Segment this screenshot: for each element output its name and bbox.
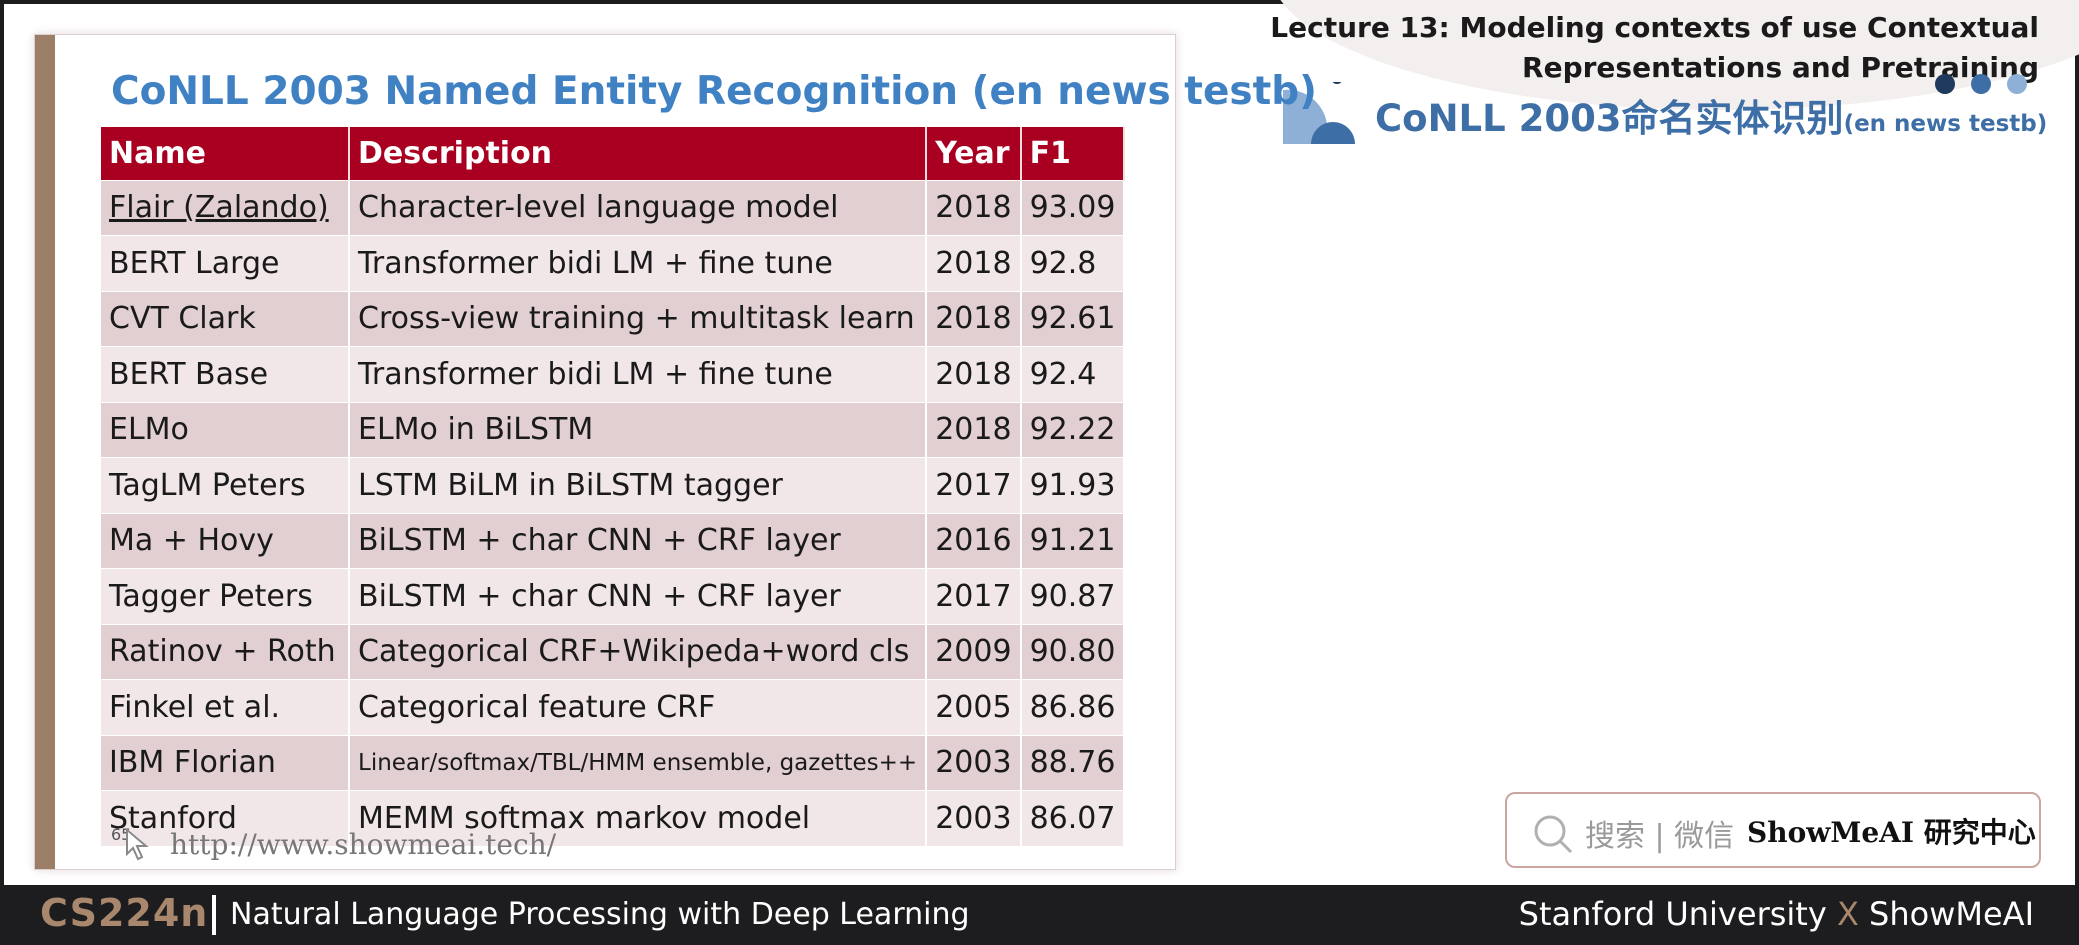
cell-year: 2018 — [926, 346, 1022, 402]
cell-description: LSTM BiLM in BiLSTM tagger — [349, 457, 928, 513]
course-subtitle: Natural Language Processing with Deep Le… — [230, 897, 970, 932]
column-header-description: Description — [349, 127, 928, 180]
column-header-name: Name — [101, 127, 350, 180]
cell-description: Categorical CRF+Wikipeda+word cls — [349, 623, 928, 680]
cell-year: 2017 — [926, 568, 1022, 624]
footer-brand: ShowMeAI — [1869, 895, 2034, 933]
cell-year: 2016 — [926, 512, 1022, 569]
cell-description: Transformer bidi LM + fine tune — [349, 346, 928, 402]
table-row: Finkel et al. Categorical feature CRF 2005… — [101, 679, 1126, 735]
cell-year: 2018 — [926, 401, 1022, 458]
table-row: Ma + Hovy BiLSTM + char CNN + CRF layer 20… — [101, 512, 1126, 569]
url-link[interactable]: http://www.showmeai.tech/ — [170, 828, 557, 861]
cell-f1: 92.61 — [1020, 290, 1126, 347]
cell-f1: 93.09 — [1020, 179, 1126, 236]
cell-name[interactable]: Flair (Zalando) — [101, 179, 350, 236]
cell-f1: 92.4 — [1020, 346, 1126, 402]
table-row: Flair (Zalando) Character-level language … — [101, 179, 1126, 236]
cell-description: MEMM softmax markov model — [349, 790, 928, 846]
cell-name: BERT Large — [101, 235, 350, 291]
cell-description: Transformer bidi LM + fine tune — [349, 235, 928, 291]
cell-name: ELMo — [101, 401, 350, 458]
cell-name: Finkel et al. — [101, 679, 350, 735]
footer-separator — [212, 895, 216, 935]
slide-panel: CoNLL 2003 Named Entity Recognition (en … — [34, 34, 1317, 870]
course-code: CS224n — [40, 891, 209, 935]
cell-name: Ratinov + Roth — [101, 623, 350, 680]
dot-mid — [1971, 74, 1991, 94]
search-icon — [1534, 815, 1573, 854]
cell-description: Character-level language model — [349, 179, 928, 236]
cell-f1: 92.8 — [1020, 235, 1126, 291]
showmeai-logo-icon — [1283, 82, 1355, 144]
cell-name: Ma + Hovy — [101, 512, 350, 569]
cell-name: TagLM Peters — [101, 457, 350, 513]
chinese-title: CoNLL 2003命名实体识别(en news testb) — [1375, 88, 2047, 142]
cursor-arrow-icon — [126, 828, 149, 861]
slide-title: CoNLL 2003 Named Entity Recognition (en … — [111, 69, 1317, 114]
table-row: Tagger Peters BiLSTM + char CNN + CRF lay… — [101, 568, 1126, 624]
table-row: IBM Florian Linear/softmax/TBL/HMM ensemb… — [101, 734, 1126, 791]
search-label: 搜索 | 微信 — [1585, 819, 1735, 854]
cell-year: 2017 — [926, 457, 1022, 513]
cell-year: 2003 — [926, 734, 1022, 791]
table-row: TagLM Peters LSTM BiLM in BiLSTM tagger 20… — [101, 457, 1126, 513]
cell-name: Stanford — [101, 790, 350, 846]
search-box[interactable]: 搜索 | 微信 ShowMeAI 研究中心 — [1505, 792, 2041, 868]
column-header-f1: F1 — [1020, 127, 1126, 180]
cell-name: Tagger Peters — [101, 568, 350, 624]
cell-f1: 90.87 — [1020, 568, 1126, 624]
cell-f1: 86.86 — [1020, 679, 1126, 735]
cell-description: ELMo in BiLSTM — [349, 401, 928, 458]
dot-light — [2007, 74, 2027, 94]
cell-name: BERT Base — [101, 346, 350, 402]
footer-university: Stanford University — [1518, 895, 1827, 933]
column-header-year: Year — [926, 127, 1022, 180]
cell-f1: 86.07 — [1020, 790, 1126, 846]
footer-x: X — [1836, 895, 1859, 933]
cell-year: 2018 — [926, 179, 1022, 236]
cell-year: 2018 — [926, 290, 1022, 347]
results-table: Name Description Year F1 Flair (Zalando)… — [101, 127, 1126, 846]
cell-description: Linear/softmax/TBL/HMM ensemble, gazette… — [349, 734, 928, 791]
table-row: CVT Clark Cross-view training + multitask… — [101, 290, 1126, 347]
cell-description: BiLSTM + char CNN + CRF layer — [349, 512, 928, 569]
cell-f1: 92.22 — [1020, 401, 1126, 458]
table-row: Stanford MEMM softmax markov model 2003 86.… — [101, 790, 1126, 846]
cell-f1: 91.21 — [1020, 512, 1126, 569]
chinese-title-suffix: (en news testb) — [1843, 111, 2048, 137]
search-brand: ShowMeAI 研究中心 — [1747, 816, 2036, 849]
footer-credits: Stanford University X ShowMeAI — [1519, 895, 2034, 933]
decor-dots — [1919, 74, 2027, 98]
cell-f1: 88.76 — [1020, 734, 1126, 791]
table-row: BERT Large Transformer bidi LM + fine tun… — [101, 235, 1126, 291]
cell-name: CVT Clark — [101, 290, 350, 347]
cell-year: 2003 — [926, 790, 1022, 846]
cell-year: 2005 — [926, 679, 1022, 735]
table-row: BERT Base Transformer bidi LM + fine tune… — [101, 346, 1126, 402]
cell-f1: 90.80 — [1020, 623, 1126, 680]
chinese-title-block: CoNLL 2003命名实体识别(en news testb) — [1283, 82, 2053, 152]
cell-year: 2018 — [926, 235, 1022, 291]
cell-description: Cross-view training + multitask learn — [349, 290, 928, 347]
slide-side-bar — [35, 35, 55, 869]
footer-bar: CS224n Natural Language Processing with … — [0, 885, 2079, 945]
chinese-title-main: CoNLL 2003命名实体识别 — [1375, 97, 1844, 140]
cell-description: Categorical feature CRF — [349, 679, 928, 735]
table-header-row: Name Description Year F1 — [101, 127, 1126, 180]
cell-f1: 91.93 — [1020, 457, 1126, 513]
cell-name: IBM Florian — [101, 734, 350, 791]
cell-description: BiLSTM + char CNN + CRF layer — [349, 568, 928, 624]
cell-year: 2009 — [926, 623, 1022, 680]
lecture-title-line1: Lecture 13: Modeling contexts of use Con… — [1270, 11, 2039, 44]
table-row: ELMo ELMo in BiLSTM 2018 92.22 — [101, 401, 1126, 458]
table-row: Ratinov + Roth Categorical CRF+Wikipeda+w… — [101, 623, 1126, 680]
dot-dark — [1935, 74, 1955, 94]
